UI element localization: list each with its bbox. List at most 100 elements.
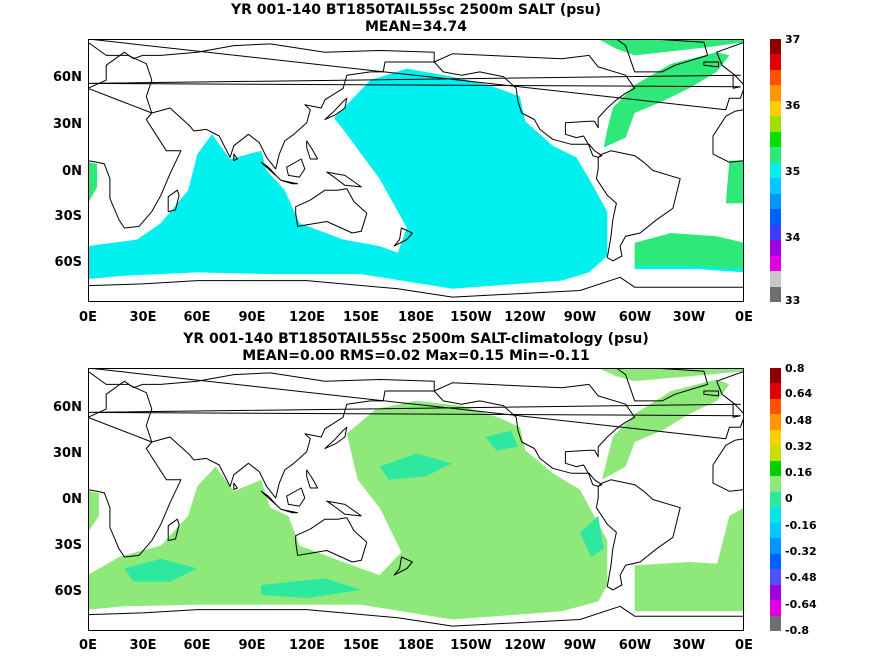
ocean-field (716, 507, 744, 566)
panel2-colorbar-tick: -0.48 (785, 571, 817, 584)
coastline-japan (324, 426, 348, 449)
panel1-lon-label: 30W (672, 310, 706, 325)
panel2-lon-label: 30E (129, 638, 157, 653)
ocean-field (88, 491, 99, 533)
panel1-title-line1: YR 001-140 BT1850TAIL55sc 2500m SALT (ps… (230, 2, 601, 18)
panel1-lat-label: 60S (54, 255, 82, 270)
ocean-field (88, 68, 608, 289)
panel2-lon-label: 90E (238, 638, 266, 653)
coastline-eurasia (88, 43, 435, 170)
panel2-lon-label: 180E (397, 638, 435, 653)
coastline-africaW (712, 109, 744, 163)
panel2-lat-label: 30S (54, 538, 82, 553)
panel1-lon-label: 150W (450, 310, 492, 325)
panel2-colorbar-tick: -0.64 (785, 598, 817, 611)
coastline-philippines (306, 469, 319, 489)
panel1-lon-label: 30E (129, 310, 157, 325)
coastline-samerica (595, 150, 681, 262)
colorbar-swatch (770, 85, 781, 102)
panel1-lon-label: 90E (238, 310, 266, 325)
panel2-lon-label: 60W (618, 638, 652, 653)
coastline-indo1 (260, 490, 282, 510)
colorbar-swatch (770, 569, 781, 586)
coastline-madagascar (167, 189, 180, 213)
panel2-colorbar-tick: -0.8 (785, 624, 810, 637)
panel2-lon-label: 0E (735, 638, 753, 653)
coastline-australia (295, 188, 368, 234)
colorbar-swatch (770, 286, 781, 303)
ocean-field-contour (598, 39, 744, 56)
panel2-colorbar-tick: 0.48 (785, 414, 813, 427)
coastline-africa (88, 370, 182, 558)
panel2-lon-label: 150E (342, 638, 380, 653)
colorbar-swatch (770, 39, 781, 55)
coastline-nz (393, 227, 413, 247)
panel2-colorbar-tick: 0.16 (785, 466, 813, 479)
panel2-lat-label: 60S (54, 584, 82, 599)
colorbar-swatch (770, 615, 781, 632)
panel2-title-line1: YR 001-140 BT1850TAIL55sc 2500m SALT-cli… (183, 331, 649, 347)
colorbar-swatch (770, 491, 781, 508)
colorbar-swatch (770, 209, 781, 226)
coastline-philippines (306, 140, 319, 160)
panel1-lon-label: 180E (397, 310, 435, 325)
colorbar-swatch (770, 429, 781, 446)
coastline-namerica (433, 382, 636, 487)
panel1-lon-label: 60W (618, 310, 652, 325)
coastline-europeW (88, 39, 744, 111)
coastline-png (326, 500, 362, 517)
coastline-srilanka (233, 153, 238, 162)
ocean-field (88, 400, 608, 620)
panel1-lat-label: 30N (53, 117, 82, 132)
coastline-eurasia (88, 372, 435, 499)
coastline-indo2 (280, 179, 299, 185)
ocean-field-contour (634, 233, 744, 270)
colorbar-swatch (770, 147, 781, 164)
panel1-colorbar-tick: 37 (785, 33, 801, 46)
colorbar-swatch (770, 414, 781, 431)
ocean-field-contour (124, 558, 198, 582)
coastline-samerica (595, 479, 681, 591)
colorbar-swatch (770, 193, 781, 210)
map-frame (88, 39, 744, 302)
coastline-borneo (286, 487, 306, 507)
coastline-australia (295, 517, 368, 563)
panel2-lon-label: 30W (672, 638, 706, 653)
colorbar-swatch (770, 553, 781, 570)
panel1-colorbar-tick: 35 (785, 165, 801, 178)
panel2-colorbar-tick: 0.32 (785, 440, 813, 453)
map-canvas (88, 368, 744, 631)
colorbar-swatch (770, 131, 781, 148)
panel1-lat-label: 60N (53, 70, 82, 85)
panel2-lon-label: 120W (504, 638, 546, 653)
coastline-iceland (703, 390, 719, 397)
colorbar-swatch (770, 255, 781, 272)
panel2-colorbar-tick: 0.64 (785, 387, 813, 400)
colorbar-swatch (770, 445, 781, 462)
panel2-colorbar-tick: 0 (785, 492, 793, 505)
panel2-colorbar-tick: 0.8 (785, 362, 805, 375)
panel2-lat-label: 60N (53, 400, 82, 415)
colorbar-swatch (770, 538, 781, 555)
colorbar-swatch (770, 368, 781, 384)
panel1-colorbar-tick: 33 (785, 294, 801, 307)
panel2-colorbar-tick: -0.16 (785, 519, 817, 532)
coastline-namerica (433, 53, 636, 158)
panel2-lon-label: 120E (288, 638, 326, 653)
coastline-borneo (286, 158, 306, 178)
panel2-lon-label: 150W (450, 638, 492, 653)
ocean-field-contour (261, 578, 362, 599)
colorbar-swatch (770, 100, 781, 117)
coastline-indo2 (280, 508, 299, 514)
colorbar-swatch (770, 476, 781, 493)
coastline-srilanka (233, 482, 238, 491)
panel1-lon-label: 120W (504, 310, 546, 325)
coastline-iceland (703, 61, 719, 68)
panel2-map (88, 368, 744, 631)
colorbar-swatch (770, 69, 781, 86)
coastline-greenland (615, 39, 709, 73)
panel2-colorbar-tick: -0.32 (785, 545, 817, 558)
ocean-field-contour (725, 160, 744, 204)
colorbar-swatch (770, 460, 781, 477)
panel1-map (88, 39, 744, 302)
